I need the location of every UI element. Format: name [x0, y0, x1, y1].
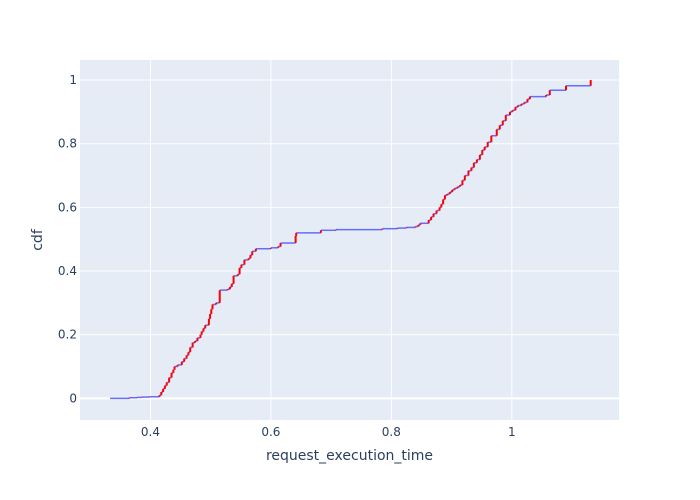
y-tick-label: 0.6 [58, 200, 77, 214]
y-tick-label: 0.2 [58, 328, 77, 342]
cdf-jump-marks [128, 80, 592, 399]
x-axis-title: request_execution_time [266, 448, 433, 464]
y-axis-title: cdf [30, 228, 46, 251]
y-tick-label: 0 [69, 391, 77, 405]
y-gridlines [80, 79, 619, 400]
plot-background [80, 60, 619, 420]
x-tick-label: 0.8 [382, 425, 401, 439]
y-tick-label: 0.4 [58, 264, 77, 278]
x-tick-label: 0.4 [141, 425, 160, 439]
x-tick-labels: 0.4 0.6 0.8 1 [141, 425, 516, 439]
y-tick-label: 0.8 [58, 137, 77, 151]
x-tick-label: 1 [508, 425, 516, 439]
y-tick-labels: 0 0.2 0.4 0.6 0.8 1 [58, 73, 77, 405]
x-gridlines [149, 60, 513, 420]
x-tick-label: 0.6 [261, 425, 280, 439]
y-tick-label: 1 [69, 73, 77, 87]
